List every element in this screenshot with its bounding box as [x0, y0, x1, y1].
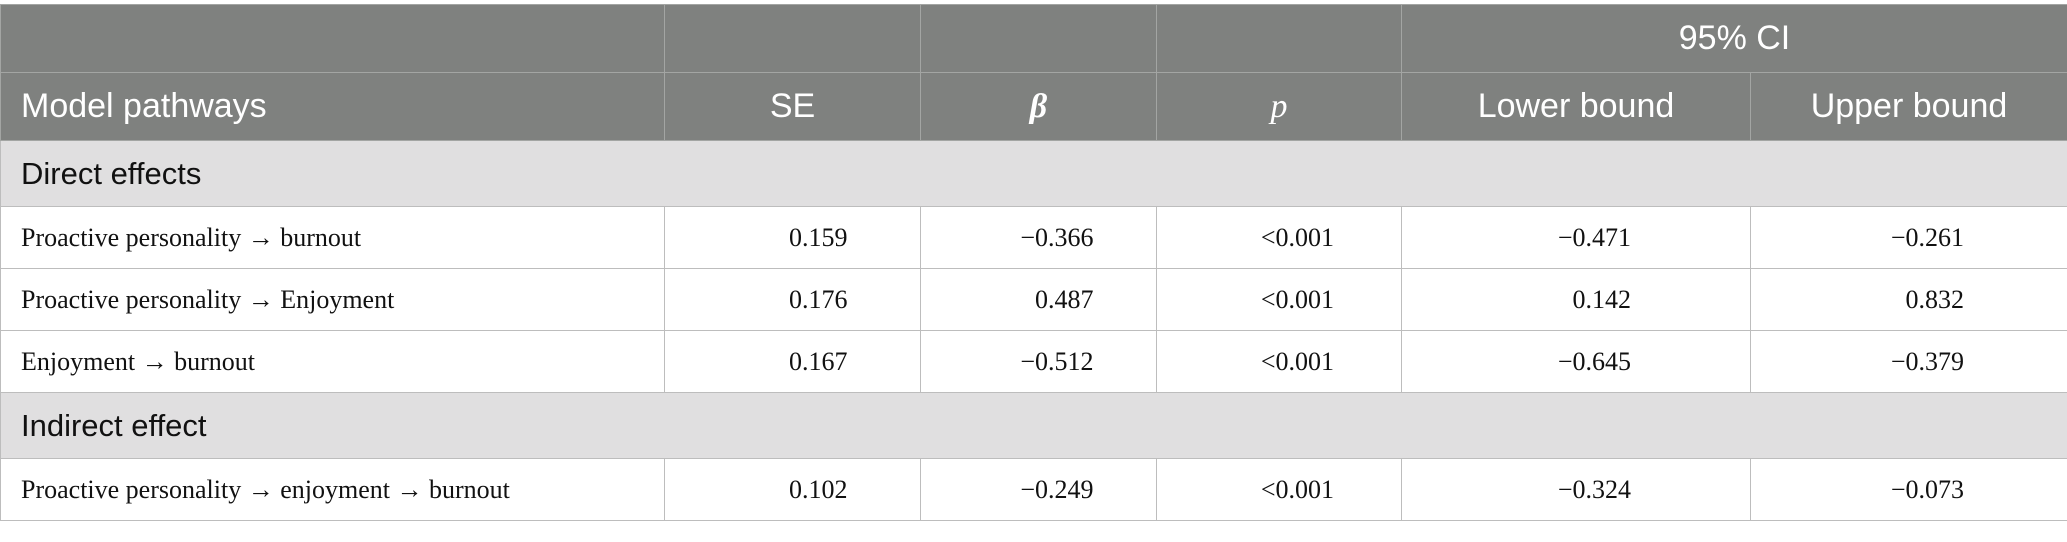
- value: −0.645: [1521, 347, 1631, 377]
- value-cell: −0.645: [1402, 331, 1751, 393]
- value-cell: −0.512: [921, 331, 1157, 393]
- value: <0.001: [1224, 347, 1334, 377]
- value: 0.176: [738, 285, 848, 315]
- value: 0.832: [1854, 285, 1964, 315]
- pathway-cell: Proactive personality → enjoyment → burn…: [1, 459, 665, 521]
- value: 0.487: [984, 285, 1094, 315]
- column-header: Lower bound: [1402, 73, 1751, 141]
- value-cell: 0.142: [1402, 269, 1751, 331]
- value: −0.261: [1854, 223, 1964, 253]
- value-cell: −0.471: [1402, 207, 1751, 269]
- section-row: Direct effects: [1, 141, 2067, 207]
- section-row: Indirect effect: [1, 393, 2067, 459]
- value-cell: −0.366: [921, 207, 1157, 269]
- value-cell: 0.176: [665, 269, 921, 331]
- value: 0.159: [738, 223, 848, 253]
- value: −0.366: [984, 223, 1094, 253]
- pathway-cell: Proactive personality → burnout: [1, 207, 665, 269]
- value: −0.379: [1854, 347, 1964, 377]
- value-cell: −0.073: [1751, 459, 2067, 521]
- column-header: Model pathways: [1, 73, 665, 141]
- value-cell: <0.001: [1157, 331, 1402, 393]
- pathway-cell: Enjoyment → burnout: [1, 331, 665, 393]
- header-cell: [665, 5, 921, 73]
- data-row: Enjoyment → burnout 0.167 −0.512 <0.001 −0.6…: [1, 331, 2067, 393]
- value: −0.512: [984, 347, 1094, 377]
- header-cell: [921, 5, 1157, 73]
- section-title: Direct effects: [1, 141, 2067, 207]
- value-cell: −0.379: [1751, 331, 2067, 393]
- column-header: β: [921, 73, 1157, 141]
- column-header: Upper bound: [1751, 73, 2067, 141]
- value-cell: 0.832: [1751, 269, 2067, 331]
- header-cell: [1157, 5, 1402, 73]
- value: −0.249: [984, 475, 1094, 505]
- value-cell: 0.487: [921, 269, 1157, 331]
- value: <0.001: [1224, 223, 1334, 253]
- value-cell: 0.159: [665, 207, 921, 269]
- value-cell: −0.324: [1402, 459, 1751, 521]
- group-header: 95% CI: [1402, 5, 2067, 73]
- value: <0.001: [1224, 285, 1334, 315]
- value-cell: <0.001: [1157, 207, 1402, 269]
- value-cell: 0.102: [665, 459, 921, 521]
- value: 0.167: [738, 347, 848, 377]
- value: 0.142: [1521, 285, 1631, 315]
- data-row: Proactive personality → enjoyment → burn…: [1, 459, 2067, 521]
- column-header: SE: [665, 73, 921, 141]
- header-cell: [1, 5, 665, 73]
- data-row: Proactive personality → burnout 0.159 −0.3…: [1, 207, 2067, 269]
- value-cell: 0.167: [665, 331, 921, 393]
- value-cell: <0.001: [1157, 269, 1402, 331]
- value: −0.073: [1854, 475, 1964, 505]
- value: <0.001: [1224, 475, 1334, 505]
- value-cell: <0.001: [1157, 459, 1402, 521]
- pathway-cell: Proactive personality → Enjoyment: [1, 269, 665, 331]
- value-cell: −0.261: [1751, 207, 2067, 269]
- data-row: Proactive personality → Enjoyment 0.176 0.…: [1, 269, 2067, 331]
- header-row: 95% CI: [1, 5, 2067, 73]
- value: 0.102: [738, 475, 848, 505]
- section-title: Indirect effect: [1, 393, 2067, 459]
- column-header: p: [1157, 73, 1402, 141]
- value-cell: −0.249: [921, 459, 1157, 521]
- value: −0.471: [1521, 223, 1631, 253]
- value: −0.324: [1521, 475, 1631, 505]
